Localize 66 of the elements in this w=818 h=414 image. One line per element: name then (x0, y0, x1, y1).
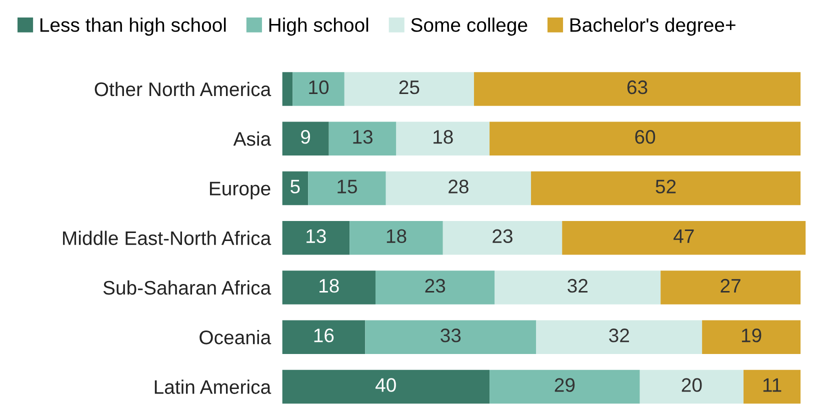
data-label: 18 (434, 130, 453, 144)
data-label: 32 (609, 328, 629, 342)
y-tick-label: Sub-Saharan Africa (103, 280, 272, 295)
data-label: 11 (763, 378, 782, 392)
data-label: 18 (386, 229, 406, 244)
legend-label: High school (269, 18, 368, 36)
bar (350, 220, 443, 255)
data-label: 10 (309, 80, 329, 94)
bar (490, 370, 640, 404)
bar (282, 72, 293, 106)
data-label: 28 (448, 180, 468, 194)
data-label: 60 (635, 130, 656, 144)
bar (640, 370, 744, 404)
bar (376, 270, 495, 304)
data-label: 27 (720, 278, 740, 292)
legend-label: Less than high school (40, 18, 226, 36)
bar (562, 220, 806, 255)
y-tick-label: Latin America (154, 380, 272, 394)
y-tick-label: Asia (233, 132, 272, 146)
bar (365, 320, 536, 354)
bar (702, 320, 801, 354)
bar (308, 171, 386, 206)
data-label: 40 (376, 378, 396, 392)
data-label: 19 (742, 328, 762, 342)
data-label: 23 (425, 278, 446, 293)
y-tick-label: Oceania (200, 330, 272, 344)
bar (282, 320, 366, 354)
bar (490, 122, 801, 156)
data-label: 16 (314, 328, 334, 342)
data-label: 18 (320, 278, 339, 293)
data-label: 23 (492, 229, 512, 244)
data-label: 32 (568, 278, 588, 293)
bar (292, 72, 344, 106)
data-label: 13 (353, 130, 373, 144)
y-tick-label: Middle East-North Africa (63, 230, 272, 246)
bar (744, 370, 801, 404)
data-label: 20 (682, 378, 702, 392)
bar (474, 72, 801, 106)
bar (282, 270, 376, 304)
data-label: 25 (399, 80, 420, 94)
bar (536, 320, 702, 354)
bar (396, 122, 490, 156)
y-tick-label: Europe (210, 182, 270, 200)
bar (442, 220, 562, 255)
data-label: 33 (440, 328, 461, 342)
bar (494, 270, 661, 304)
legend-label: Some college (411, 18, 528, 36)
bar (282, 220, 350, 255)
bar (386, 171, 532, 206)
data-label: 52 (656, 180, 676, 194)
bar (531, 171, 801, 206)
data-label: 15 (338, 180, 357, 194)
bar (282, 122, 329, 156)
data-label: 63 (627, 80, 648, 94)
data-label: 13 (306, 229, 326, 244)
bar (282, 171, 308, 206)
y-tick-label: Other North America (94, 82, 272, 96)
data-label: 5 (290, 180, 300, 194)
data-label: 29 (554, 378, 575, 392)
legend-label: Bachelor's degree+ (570, 18, 736, 36)
bar (282, 370, 490, 404)
bar (328, 122, 396, 156)
data-label: 47 (674, 229, 694, 243)
data-label: 9 (301, 130, 310, 144)
bar (344, 72, 474, 106)
bar (660, 270, 801, 304)
